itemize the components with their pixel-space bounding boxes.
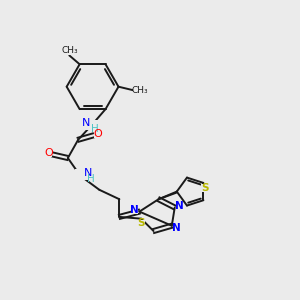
Text: N: N [84,168,92,178]
FancyBboxPatch shape [133,86,147,94]
Text: N: N [82,118,90,128]
Text: H: H [92,124,99,134]
Text: N: N [172,223,181,232]
FancyBboxPatch shape [62,46,76,55]
FancyBboxPatch shape [45,149,52,158]
FancyBboxPatch shape [173,224,180,231]
Text: CH₃: CH₃ [132,86,148,95]
FancyBboxPatch shape [137,220,145,227]
FancyBboxPatch shape [75,169,88,180]
Text: N: N [176,201,184,211]
FancyBboxPatch shape [94,130,101,138]
Text: N: N [130,205,139,215]
Text: O: O [44,148,53,158]
FancyBboxPatch shape [201,184,209,192]
Text: CH₃: CH₃ [61,46,78,55]
Text: O: O [93,129,102,139]
FancyBboxPatch shape [176,202,183,210]
Text: S: S [137,218,145,228]
FancyBboxPatch shape [130,206,138,214]
FancyBboxPatch shape [83,120,98,130]
Text: S: S [201,183,209,193]
Text: H: H [87,174,94,184]
